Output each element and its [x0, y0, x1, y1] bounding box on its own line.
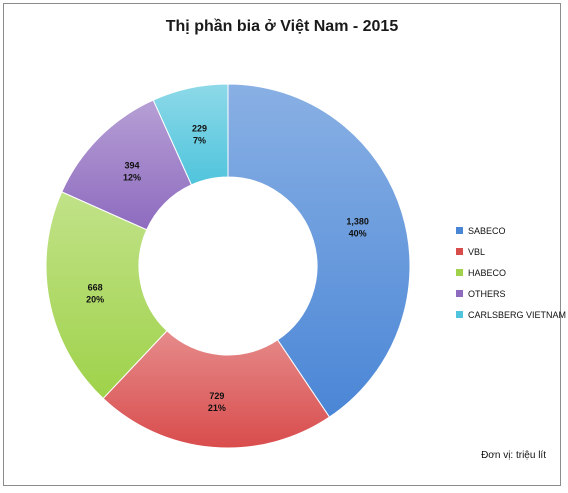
legend-swatch [456, 311, 463, 318]
chart-legend: SABECO VBL HABECO OTHERS CARLSBERG VIETNAM [456, 220, 566, 325]
legend-label: SABECO [468, 225, 506, 236]
legend-item: CARLSBERG VIETNAM [456, 304, 566, 325]
slice-vbl [102, 330, 331, 449]
chart-frame: Thị phần bia ở Việt Nam - 2015 1,380 40% 7… [3, 3, 566, 486]
legend-label: VBL [468, 246, 486, 257]
legend-label: OTHERS [468, 288, 506, 299]
chart-title: Thị phần bia ở Việt Nam - 2015 [165, 18, 399, 35]
donut-chart: 1,380 40% 729 21% 668 20% 394 12% 229 7% [45, 83, 411, 449]
slice-percent-label: 7% [193, 136, 206, 146]
legend-item: OTHERS [456, 283, 566, 304]
slice-percent-label: 12% [123, 172, 141, 182]
slice-value-label: 229 [192, 124, 207, 134]
slice-value-label: 729 [209, 391, 224, 401]
slice-percent-label: 40% [349, 229, 367, 239]
legend-swatch [456, 269, 463, 276]
legend-label: CARLSBERG VIETNAM [468, 309, 567, 320]
slice-value-label: 1,380 [346, 217, 369, 227]
slice-percent-label: 21% [208, 403, 226, 413]
unit-note: Đơn vị: triệu lít [481, 450, 546, 461]
legend-swatch [456, 290, 463, 297]
slice-value-label: 394 [124, 160, 139, 170]
legend-swatch [456, 227, 463, 234]
slice-carlsberg-vietnam [152, 83, 229, 186]
legend-swatch [456, 248, 463, 255]
slice-habeco [45, 191, 168, 400]
legend-item: HABECO [456, 262, 566, 283]
slice-value-label: 668 [88, 283, 103, 293]
slice-sabeco [227, 83, 411, 418]
legend-label: HABECO [468, 267, 507, 278]
slice-percent-label: 20% [86, 295, 104, 305]
legend-item: SABECO [456, 220, 566, 241]
legend-item: VBL [456, 241, 566, 262]
